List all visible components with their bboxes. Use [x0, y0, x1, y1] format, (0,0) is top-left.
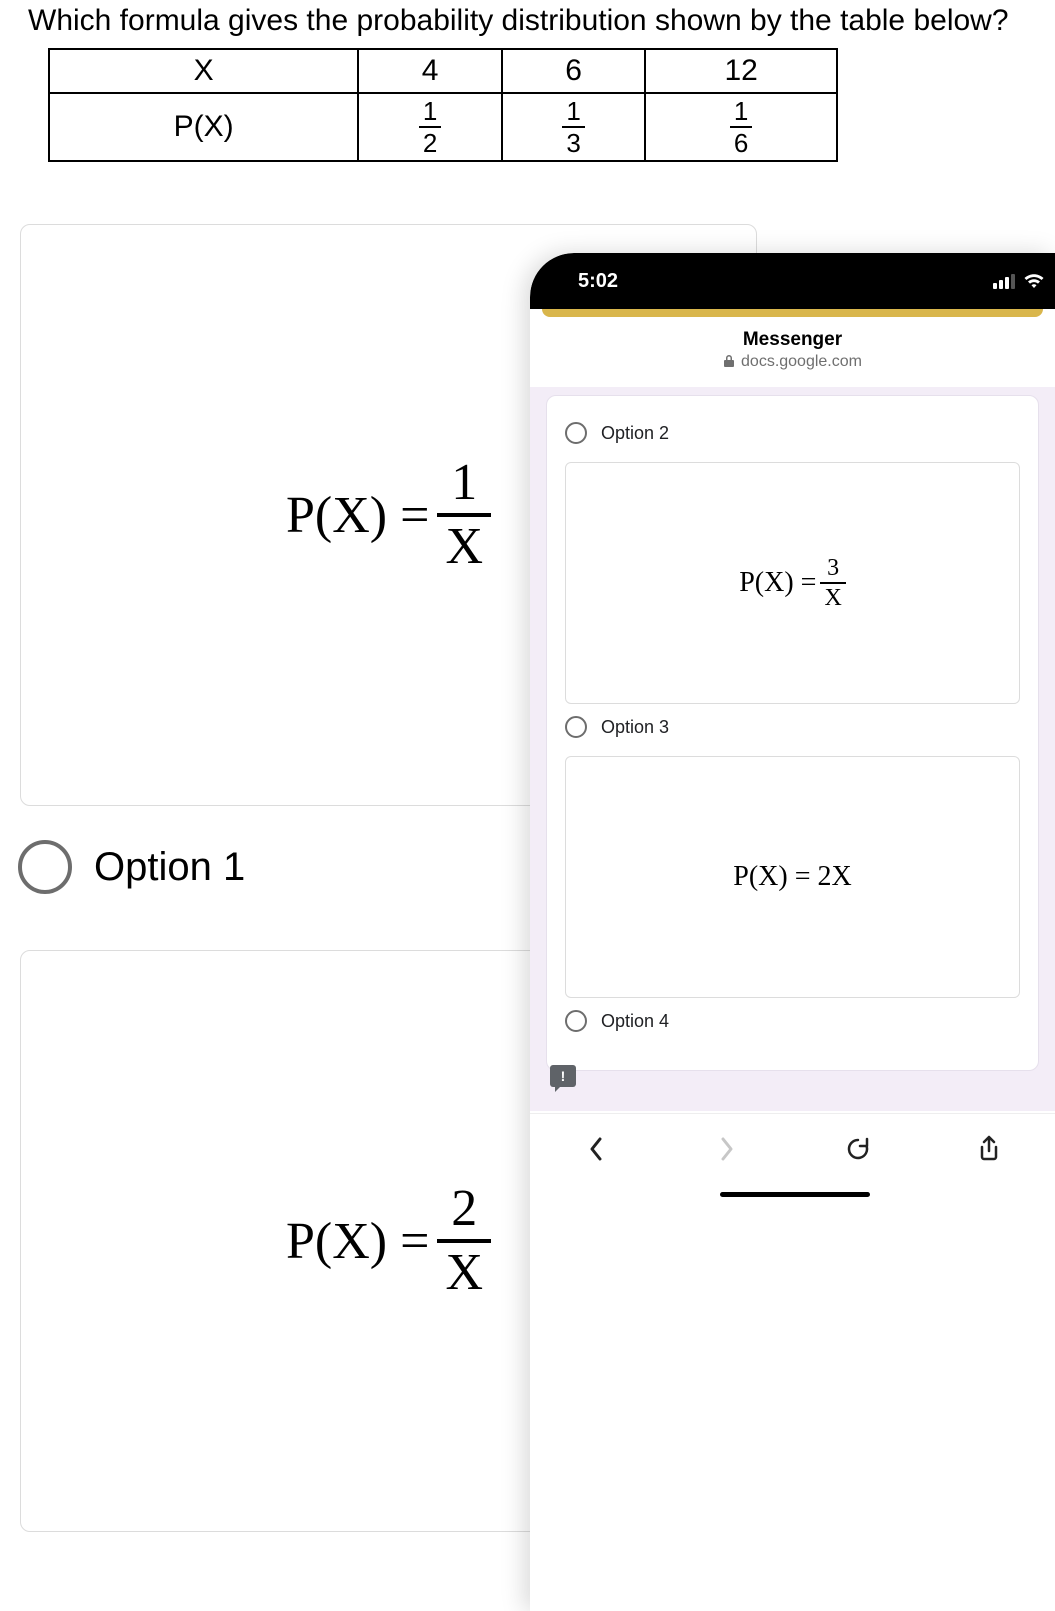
- phone-option3-row[interactable]: Option 3: [565, 716, 1020, 738]
- option1-row[interactable]: Option 1: [18, 840, 245, 894]
- signal-icon: [993, 274, 1015, 289]
- page-app-title: Messenger: [743, 329, 842, 351]
- status-icons: [993, 273, 1045, 289]
- google-form-area: Option 2 P(X) = 3 X Option 3 P(X) = 2X: [530, 387, 1055, 1111]
- page-url: docs.google.com: [723, 353, 862, 371]
- table-x-value-3: 12: [645, 49, 837, 93]
- browser-tab-strip: [542, 309, 1043, 317]
- phone-overlay: 5:02 Messenger docs.google.com Option 2: [530, 253, 1055, 1611]
- table-x-value-2: 6: [502, 49, 645, 93]
- probability-table: X 4 6 12 P(X) 12 13 16: [48, 48, 838, 162]
- nav-back-button[interactable]: [568, 1121, 624, 1177]
- browser-nav-bar: [530, 1113, 1055, 1184]
- phone-option4-row[interactable]: Option 4: [565, 1010, 1020, 1032]
- phone-option4-radio[interactable]: [565, 1010, 587, 1032]
- wifi-icon: [1023, 273, 1045, 289]
- phone-option2-label: Option 2: [601, 423, 669, 444]
- phone-option4-formula: P(X) = 2X: [733, 861, 851, 893]
- option1-formula: P(X) = 1 X: [286, 457, 491, 573]
- table-px-value-3: 16: [645, 93, 837, 161]
- phone-option3-formula: P(X) = 3 X: [739, 556, 846, 610]
- option1-label: Option 1: [94, 845, 245, 890]
- table-px-value-2: 13: [502, 93, 645, 161]
- nav-share-button[interactable]: [961, 1121, 1017, 1177]
- option1-radio[interactable]: [18, 840, 72, 894]
- question-text: Which formula gives the probability dist…: [0, 0, 1055, 48]
- nav-forward-button[interactable]: [699, 1121, 755, 1177]
- phone-option3-card[interactable]: P(X) = 3 X: [565, 462, 1020, 704]
- phone-option4-card[interactable]: P(X) = 2X: [565, 756, 1020, 998]
- form-question-card: Option 2 P(X) = 3 X Option 3 P(X) = 2X: [546, 395, 1039, 1071]
- table-px-value-1: 12: [358, 93, 501, 161]
- phone-option3-label: Option 3: [601, 717, 669, 738]
- status-bar: 5:02: [530, 253, 1055, 309]
- nav-refresh-button[interactable]: [830, 1121, 886, 1177]
- table-header-px: P(X): [49, 93, 358, 161]
- feedback-button[interactable]: !: [550, 1065, 576, 1087]
- phone-option3-radio[interactable]: [565, 716, 587, 738]
- option2-formula-large: P(X) = 2 X: [286, 1183, 491, 1299]
- lock-icon: [723, 354, 735, 371]
- home-indicator[interactable]: [720, 1192, 870, 1197]
- table-header-x: X: [49, 49, 358, 93]
- phone-option2-row[interactable]: Option 2: [565, 422, 1020, 444]
- phone-option4-label: Option 4: [601, 1011, 669, 1032]
- phone-option2-radio[interactable]: [565, 422, 587, 444]
- table-x-value-1: 4: [358, 49, 501, 93]
- status-time: 5:02: [578, 270, 618, 293]
- feedback-icon: !: [561, 1068, 566, 1084]
- url-bar[interactable]: Messenger docs.google.com: [530, 317, 1055, 387]
